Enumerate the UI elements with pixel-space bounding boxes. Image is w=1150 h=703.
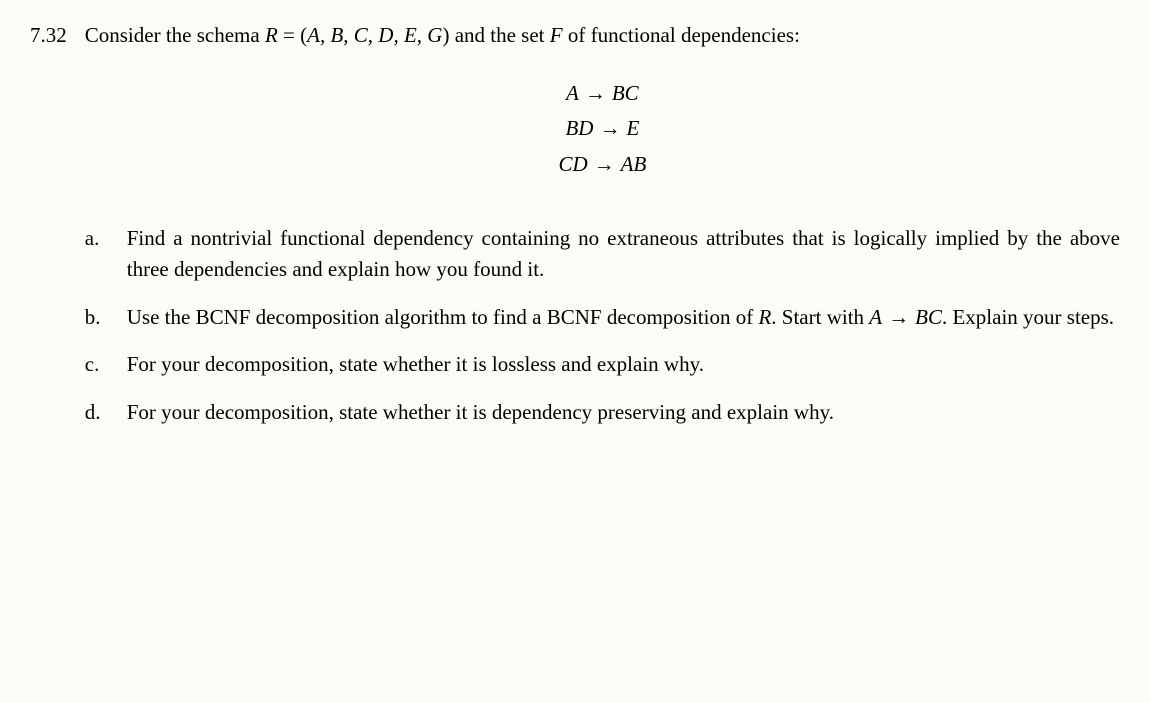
fd1-rhs: BC (612, 81, 639, 105)
arrow-icon: → (593, 116, 626, 140)
intro-close: ) and the set (442, 23, 549, 47)
intro-attrs: A, B, C, D, E, G (307, 23, 442, 47)
fd2-lhs: BD (565, 116, 593, 140)
functional-dependencies: A→BC BD→E CD→AB (85, 76, 1120, 183)
item-b-text: Use the BCNF decomposition algorithm to … (127, 302, 1120, 334)
list-item: b. Use the BCNF decomposition algorithm … (85, 302, 1120, 334)
fd-1: A→BC (85, 76, 1120, 112)
intro-text-pre: Consider the schema (85, 23, 265, 47)
intro-F: F (550, 23, 563, 47)
problem-number: 7.32 (30, 20, 67, 444)
sub-list: a. Find a nontrivial functional dependen… (85, 223, 1120, 429)
list-item: d. For your decomposition, state whether… (85, 397, 1120, 429)
fd-2: BD→E (85, 111, 1120, 147)
item-a-text: Find a nontrivial functional dependency … (127, 223, 1120, 286)
intro-text-post: of functional dependencies: (563, 23, 800, 47)
item-c-label: c. (85, 349, 109, 381)
fd-3: CD→AB (85, 147, 1120, 183)
item-c-text: For your decomposition, state whether it… (127, 349, 1120, 381)
fd3-rhs: AB (621, 152, 647, 176)
arrow-icon: → (579, 81, 612, 105)
list-item: a. Find a nontrivial functional dependen… (85, 223, 1120, 286)
fd2-rhs: E (626, 116, 639, 140)
item-b-fd-rhs: BC (915, 305, 942, 329)
fd3-lhs: CD (558, 152, 587, 176)
intro-R: R (265, 23, 278, 47)
intro-eq: = ( (278, 23, 307, 47)
problem-content: Consider the schema R = (A, B, C, D, E, … (85, 20, 1120, 444)
fd1-lhs: A (566, 81, 579, 105)
arrow-icon: → (588, 152, 621, 176)
item-b-mid: . Start with (771, 305, 869, 329)
item-a-label: a. (85, 223, 109, 286)
item-d-text: For your decomposition, state whether it… (127, 397, 1120, 429)
problem-container: 7.32 Consider the schema R = (A, B, C, D… (30, 20, 1120, 444)
item-d-label: d. (85, 397, 109, 429)
item-b-post: . Explain your steps. (942, 305, 1114, 329)
item-b-R: R (758, 305, 771, 329)
list-item: c. For your decomposition, state whether… (85, 349, 1120, 381)
item-b-pre: Use the BCNF decomposition algorithm to … (127, 305, 759, 329)
item-b-label: b. (85, 302, 109, 334)
arrow-icon: → (882, 305, 915, 329)
item-b-fd-lhs: A (869, 305, 882, 329)
problem-intro: Consider the schema R = (A, B, C, D, E, … (85, 20, 1120, 52)
